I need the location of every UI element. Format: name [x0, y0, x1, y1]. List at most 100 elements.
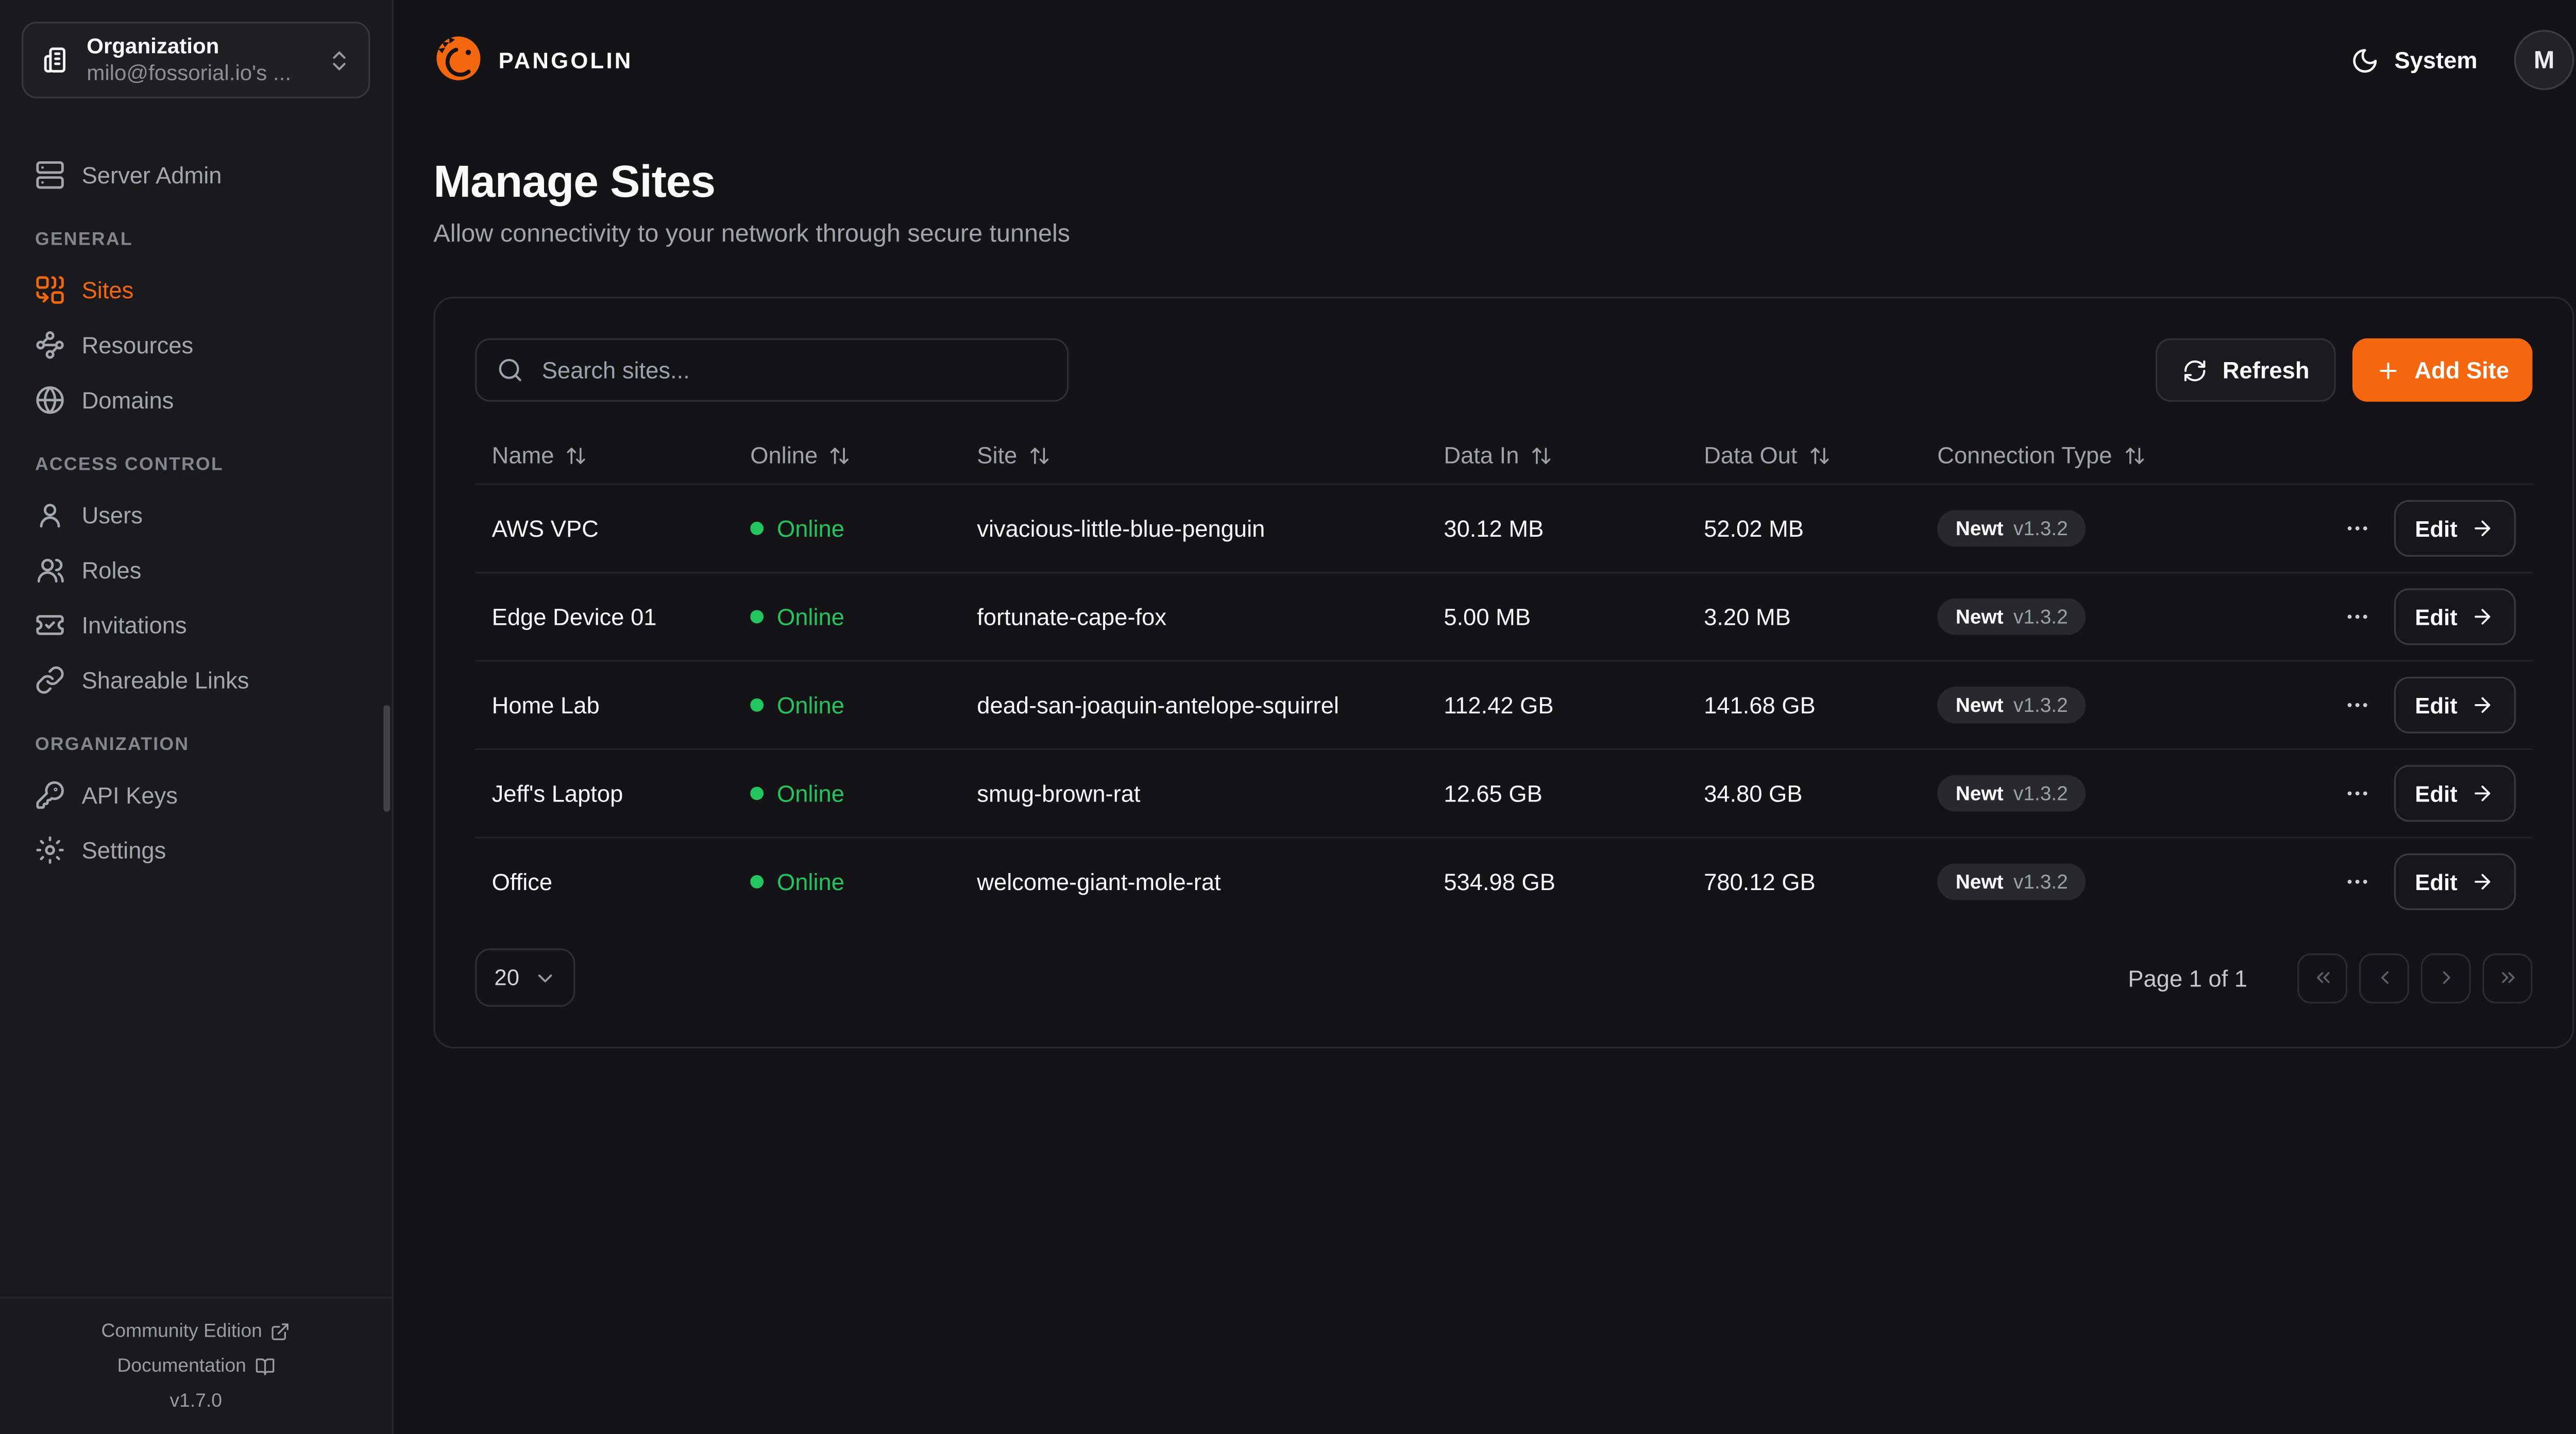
building-icon — [42, 45, 72, 75]
column-header-data-out[interactable]: Data Out — [1704, 442, 1937, 468]
topbar: PANGOLIN System M — [394, 0, 2576, 120]
sidebar-item-label: Sites — [81, 277, 134, 303]
arrow-right-icon — [2475, 697, 2490, 713]
arrow-right-icon — [2475, 609, 2490, 625]
row-actions: Edit — [2340, 853, 2516, 910]
org-switcher-label: Organization — [87, 32, 219, 58]
column-label: Online — [750, 441, 818, 469]
documentation-link[interactable]: Documentation — [117, 1357, 275, 1377]
sidebar-footer: Community Edition Documentation v1.7.0 — [0, 1296, 392, 1434]
previous-page-button[interactable] — [2359, 952, 2410, 1003]
site-id-cell: vivacious-little-blue-penguin — [977, 515, 1265, 542]
add-site-button[interactable]: Add Site — [2352, 338, 2533, 402]
sidebar-item-shareable-links[interactable]: Shareable Links — [22, 660, 370, 700]
search-input[interactable] — [538, 355, 1047, 385]
page-size-select[interactable]: 20 — [475, 948, 575, 1007]
brand-name: PANGOLIN — [498, 47, 633, 73]
edit-button[interactable]: Edit — [2393, 588, 2516, 645]
row-menu-button[interactable] — [2340, 511, 2374, 545]
column-label: Site — [977, 441, 1018, 469]
refresh-button[interactable]: Refresh — [2156, 338, 2336, 402]
sidebar-item-sites[interactable]: Sites — [22, 270, 370, 310]
sidebar-item-label: Users — [81, 502, 143, 528]
community-edition-label: Community Edition — [101, 1322, 262, 1342]
edit-button[interactable]: Edit — [2393, 500, 2516, 557]
table-row: Home Lab Online dead-san-joaquin-antelop… — [475, 660, 2533, 748]
table-header-row: Name Online Site Data In — [475, 426, 2532, 483]
row-menu-button[interactable] — [2340, 777, 2374, 810]
edit-label: Edit — [2415, 516, 2458, 541]
connection-type-cell: Newt v1.3.2 — [1937, 863, 2297, 900]
data-out-cell: 141.68 GB — [1704, 691, 1816, 719]
sidebar-scrollbar-thumb[interactable] — [383, 705, 391, 812]
data-in-cell: 534.98 GB — [1444, 868, 1555, 895]
row-menu-button[interactable] — [2340, 865, 2374, 898]
status-cell: Online — [750, 868, 977, 895]
topbar-right: System M — [2351, 30, 2574, 90]
data-in-cell: 5.00 MB — [1444, 603, 1531, 630]
site-name-cell: Office — [492, 868, 553, 895]
page-content: Manage Sites Allow connectivity to your … — [394, 157, 2576, 1049]
status-cell: Online — [750, 515, 977, 542]
org-switcher[interactable]: Organization milo@fossorial.io's ... — [22, 22, 370, 98]
sidebar-item-domains[interactable]: Domains — [22, 380, 370, 420]
gear-icon — [35, 835, 65, 865]
row-actions: Edit — [2340, 765, 2516, 822]
connection-type-badge: Newt v1.3.2 — [1937, 510, 2087, 547]
connection-type-badge: Newt v1.3.2 — [1937, 598, 2087, 635]
sidebar-item-label: Roles — [81, 556, 142, 584]
edit-button[interactable]: Edit — [2393, 853, 2516, 910]
brand-logo[interactable]: PANGOLIN — [433, 32, 633, 88]
connection-type-badge: Newt v1.3.2 — [1937, 775, 2087, 812]
refresh-icon — [2182, 357, 2208, 383]
column-label: Data In — [1444, 441, 1519, 469]
add-site-label: Add Site — [2414, 356, 2510, 384]
site-name-cell: AWS VPC — [492, 515, 599, 542]
sidebar-item-resources[interactable]: Resources — [22, 325, 370, 365]
link-icon — [35, 665, 65, 695]
first-page-button[interactable] — [2297, 952, 2348, 1003]
last-page-button[interactable] — [2482, 952, 2533, 1003]
globe-icon — [35, 385, 65, 415]
connection-name: Newt — [1955, 517, 2004, 540]
column-header-online[interactable]: Online — [750, 441, 977, 469]
plus-icon — [2376, 357, 2401, 383]
edit-button[interactable]: Edit — [2393, 765, 2516, 822]
sidebar-item-users[interactable]: Users — [22, 495, 370, 535]
sidebar-item-roles[interactable]: Roles — [22, 550, 370, 590]
org-switcher-text: Organization milo@fossorial.io's ... — [87, 33, 312, 87]
column-header-data-in[interactable]: Data In — [1444, 441, 1704, 469]
community-edition-link[interactable]: Community Edition — [101, 1322, 291, 1342]
user-avatar[interactable]: M — [2514, 30, 2574, 90]
data-out-cell: 780.12 GB — [1704, 868, 1816, 895]
sort-icon — [1030, 447, 1049, 464]
row-actions: Edit — [2340, 588, 2516, 645]
status-badge: Online — [776, 515, 844, 542]
connection-type-cell: Newt v1.3.2 — [1937, 510, 2297, 547]
pangolin-logo-icon — [433, 32, 483, 88]
sidebar-item-api-keys[interactable]: API Keys — [22, 775, 370, 815]
row-menu-button[interactable] — [2340, 688, 2374, 722]
connection-name: Newt — [1955, 781, 2004, 805]
sort-icon — [567, 447, 586, 464]
column-header-connection-type[interactable]: Connection Type — [1937, 442, 2297, 468]
edit-button[interactable]: Edit — [2393, 676, 2516, 733]
book-open-icon — [255, 1357, 275, 1377]
column-header-site[interactable]: Site — [977, 441, 1444, 469]
next-page-button[interactable] — [2420, 952, 2471, 1003]
sidebar-item-settings[interactable]: Settings — [22, 830, 370, 870]
ellipsis-icon — [2347, 879, 2367, 884]
connection-version: v1.3.2 — [2013, 693, 2068, 717]
status-badge: Online — [776, 780, 844, 807]
connection-version: v1.3.2 — [2013, 605, 2068, 628]
column-header-name[interactable]: Name — [492, 442, 751, 468]
sidebar-item-server-admin[interactable]: Server Admin — [22, 155, 370, 195]
sidebar-item-invitations[interactable]: Invitations — [22, 605, 370, 645]
connection-type-cell: Newt v1.3.2 — [1937, 775, 2297, 812]
theme-toggle-button[interactable]: System — [2351, 46, 2478, 74]
sidebar-nav: Server Admin GENERAL Sites Resources Do — [0, 120, 392, 870]
status-badge: Online — [776, 868, 844, 895]
sort-icon — [2125, 447, 2144, 464]
section-label-organization: ORGANIZATION — [35, 735, 190, 755]
row-menu-button[interactable] — [2340, 600, 2374, 634]
